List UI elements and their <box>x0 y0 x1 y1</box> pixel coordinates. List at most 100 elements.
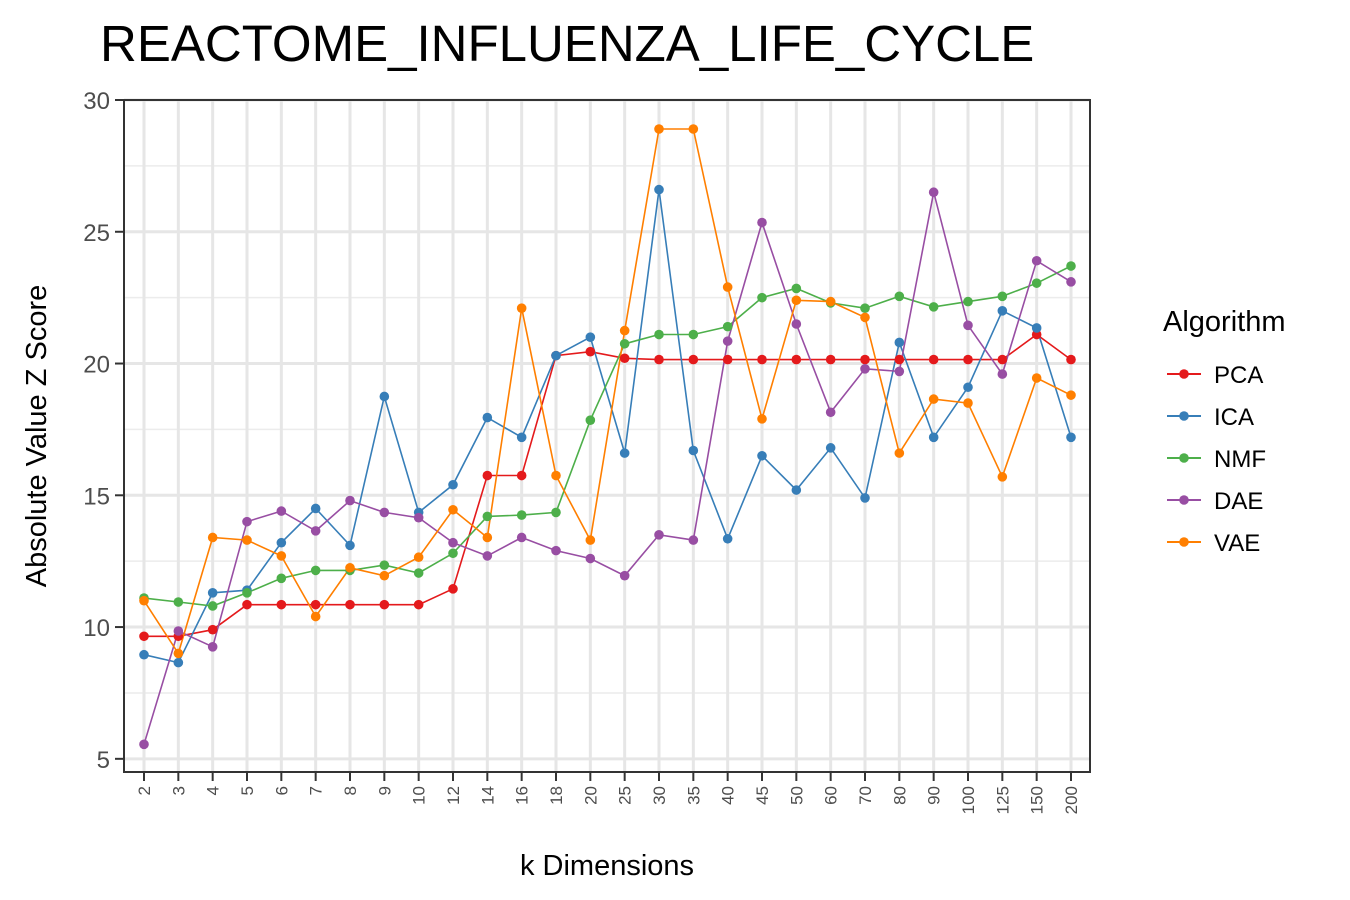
data-point-ica <box>585 332 596 342</box>
data-point-vae <box>688 124 699 134</box>
legend-label-nmf: NMF <box>1214 446 1266 473</box>
data-point-dae <box>894 366 905 377</box>
x-tick-label: 16 <box>513 786 532 805</box>
data-point-pca <box>757 354 767 365</box>
data-point-pca <box>413 599 424 610</box>
data-point-vae <box>791 295 802 306</box>
data-point-pca <box>345 599 355 610</box>
data-point-nmf <box>276 573 287 584</box>
data-point-nmf <box>173 597 184 607</box>
data-point-dae <box>757 217 767 228</box>
data-point-dae <box>722 336 733 346</box>
data-point-dae <box>688 535 699 545</box>
y-axis-label: Absolute Value Z Score <box>21 285 53 588</box>
data-point-nmf <box>757 292 767 303</box>
data-point-pca <box>894 354 905 365</box>
x-tick-label: 100 <box>959 786 978 814</box>
legend-label-ica: ICA <box>1214 404 1254 431</box>
data-point-vae <box>619 325 630 336</box>
y-tick-label: 10 <box>83 615 110 642</box>
x-tick-label: 35 <box>684 786 703 805</box>
x-tick-label: 14 <box>478 786 497 805</box>
data-point-nmf <box>585 415 596 425</box>
data-point-dae <box>963 320 973 331</box>
data-point-nmf <box>654 329 664 340</box>
y-tick-label: 20 <box>83 352 110 379</box>
x-axis: 2 3 4 5 6 7 8 9 10 12 14 16 18 20 25 30 35 40 45 50 60 70 80 90… <box>135 772 1081 814</box>
data-point-pca <box>242 599 252 610</box>
x-tick-label: 50 <box>787 786 806 805</box>
data-point-nmf <box>448 548 458 559</box>
data-point-nmf <box>310 565 321 576</box>
data-point-ica <box>139 649 149 660</box>
series-line-dae <box>143 192 1072 745</box>
data-point-ica <box>516 432 527 443</box>
x-tick-label: 200 <box>1062 786 1081 814</box>
data-point-vae <box>345 562 355 573</box>
y-tick-label: 25 <box>83 220 110 247</box>
data-point-dae <box>1031 255 1042 266</box>
data-point-nmf <box>1031 278 1042 288</box>
data-point-vae <box>757 414 767 424</box>
data-point-ica <box>997 306 1008 316</box>
data-point-vae <box>207 532 218 543</box>
data-point-ica <box>276 537 287 548</box>
data-point-ica <box>825 443 836 453</box>
data-point-pca <box>1031 329 1042 340</box>
data-point-nmf <box>413 568 424 578</box>
data-point-nmf <box>894 291 905 302</box>
data-point-dae <box>207 642 218 652</box>
data-point-vae <box>585 535 596 545</box>
data-point-ica <box>551 350 561 361</box>
data-point-nmf <box>379 560 390 570</box>
data-point-ica <box>894 337 905 348</box>
data-point-nmf <box>688 329 699 340</box>
data-point-vae <box>173 648 184 659</box>
data-point-dae <box>413 512 424 523</box>
data-point-dae <box>482 551 493 561</box>
data-point-dae <box>379 507 390 518</box>
legend-key-point-dae <box>1179 495 1189 505</box>
data-point-pca <box>585 346 596 357</box>
legend-key-point-pca <box>1179 369 1189 379</box>
data-point-dae <box>139 739 149 750</box>
x-tick-label: 7 <box>307 786 326 795</box>
data-point-dae <box>276 506 287 516</box>
data-point-vae <box>448 504 458 515</box>
grid-lines <box>124 98 1090 772</box>
data-point-vae <box>1066 390 1076 400</box>
x-tick-label: 3 <box>169 786 188 795</box>
data-point-ica <box>688 445 699 456</box>
series-line-pca <box>144 333 1072 638</box>
x-tick-label: 80 <box>890 786 909 805</box>
legend-key-point-ica <box>1179 411 1189 421</box>
data-point-pca <box>1066 354 1076 365</box>
data-point-pca <box>860 354 870 365</box>
data-point-dae <box>448 537 458 548</box>
data-point-nmf <box>242 588 252 598</box>
data-point-nmf <box>860 303 870 313</box>
data-point-ica <box>1066 432 1076 443</box>
legend-key-point-vae <box>1179 537 1189 547</box>
y-tick-label: 15 <box>83 483 110 510</box>
data-point-pca <box>963 354 973 365</box>
data-point-pca <box>825 354 836 365</box>
x-tick-label: 40 <box>719 786 738 805</box>
data-point-dae <box>551 545 561 556</box>
data-point-ica <box>860 493 870 503</box>
data-point-pca <box>928 354 939 365</box>
data-point-nmf <box>207 601 218 611</box>
x-tick-label: 10 <box>410 786 429 805</box>
data-point-pca <box>654 354 664 365</box>
data-point-vae <box>276 551 287 561</box>
series-line-nmf <box>143 265 1072 607</box>
chart-title: REACTOME_INFLUENZA_LIFE_CYCLE <box>100 15 1035 72</box>
data-point-ica <box>379 391 390 402</box>
x-tick-label: 8 <box>341 786 360 795</box>
data-point-ica <box>654 184 664 195</box>
data-point-ica <box>1031 323 1042 333</box>
data-point-vae <box>654 124 664 134</box>
x-tick-label: 9 <box>375 786 394 795</box>
y-tick-label: 30 <box>83 88 110 115</box>
